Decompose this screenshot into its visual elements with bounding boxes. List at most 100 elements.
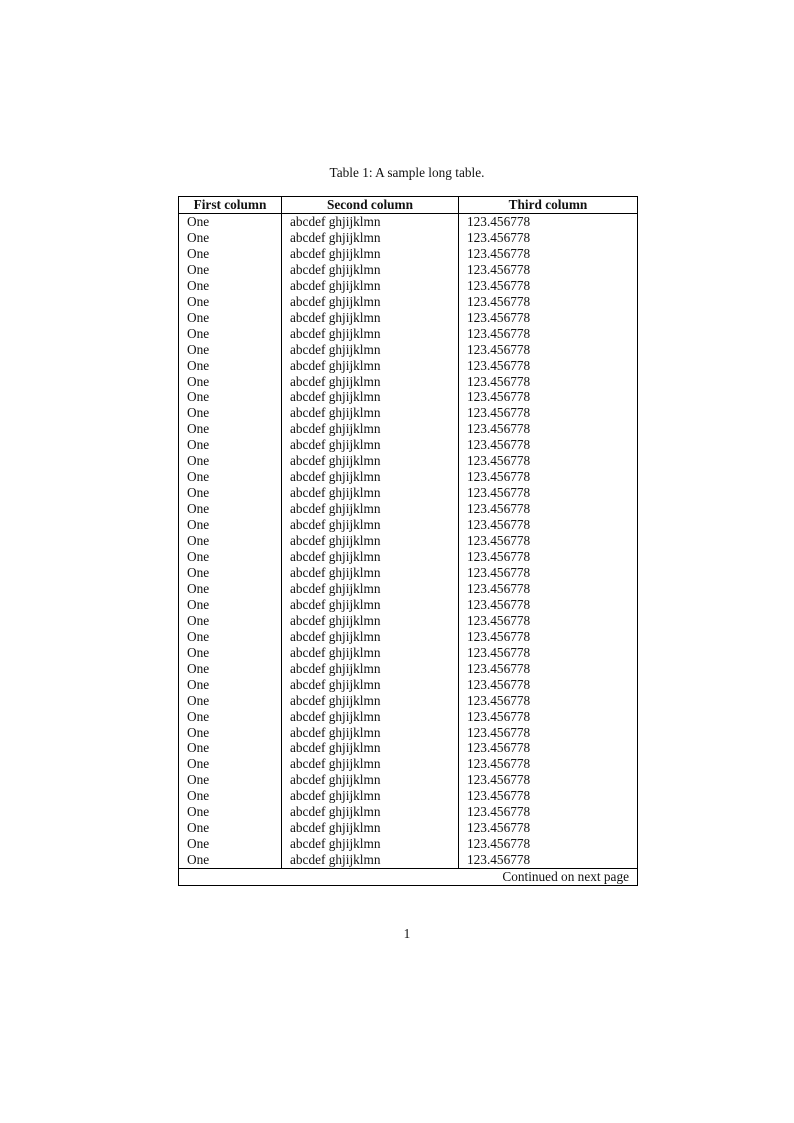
cell-second: abcdef ghjijklmn <box>281 309 459 326</box>
cell-third: 123.456778 <box>458 309 638 326</box>
cell-first: One <box>187 836 210 852</box>
cell-third: 123.456778 <box>458 676 638 693</box>
cell-second: abcdef ghjijklmn <box>281 245 459 262</box>
table-row: One abcdef ghjijklmn 123.456778 <box>179 836 638 853</box>
cell-second: abcdef ghjijklmn <box>281 517 459 534</box>
header-third-column: Third column <box>458 196 638 214</box>
cell-first: One <box>187 261 210 277</box>
cell-second: abcdef ghjijklmn <box>281 660 459 677</box>
cell-third: 123.456778 <box>458 549 638 565</box>
cell-third: 123.456778 <box>458 644 638 661</box>
cell-third: 123.456778 <box>458 660 638 677</box>
cell-third: 123.456778 <box>458 533 638 550</box>
cell-third: 123.456778 <box>458 772 638 789</box>
cell-first: One <box>187 421 210 437</box>
cell-third: 123.456778 <box>458 580 638 597</box>
table-row: One abcdef ghjijklmn 123.456778 <box>179 517 638 534</box>
cell-third: 123.456778 <box>458 421 638 438</box>
cell-second: abcdef ghjijklmn <box>281 373 459 390</box>
cell-second: abcdef ghjijklmn <box>281 469 459 486</box>
cell-first: One <box>187 485 210 501</box>
cell-second: abcdef ghjijklmn <box>281 405 459 422</box>
cell-second: abcdef ghjijklmn <box>281 628 459 645</box>
cell-first: One <box>187 214 210 229</box>
table-row: One abcdef ghjijklmn 123.456778 <box>179 357 638 374</box>
cell-third: 123.456778 <box>458 213 638 230</box>
table-row: One abcdef ghjijklmn 123.456778 <box>179 533 638 550</box>
cell-first: One <box>187 405 210 421</box>
cell-first: One <box>187 852 210 868</box>
cell-second: abcdef ghjijklmn <box>281 756 459 773</box>
table-row: One abcdef ghjijklmn 123.456778 <box>179 469 638 486</box>
cell-third: 123.456778 <box>458 517 638 534</box>
table-row: One abcdef ghjijklmn 123.456778 <box>179 373 638 390</box>
cell-second: abcdef ghjijklmn <box>281 357 459 374</box>
cell-third: 123.456778 <box>458 724 638 741</box>
cell-third: 123.456778 <box>458 261 638 278</box>
cell-first: One <box>187 469 210 485</box>
table-row: One abcdef ghjijklmn 123.456778 <box>179 676 638 693</box>
cell-third: 123.456778 <box>458 453 638 470</box>
cell-second: abcdef ghjijklmn <box>281 708 459 725</box>
cell-third: 123.456778 <box>458 437 638 454</box>
cell-third: 123.456778 <box>458 485 638 502</box>
cell-first: One <box>187 373 210 389</box>
cell-second: abcdef ghjijklmn <box>281 389 459 406</box>
cell-first: One <box>187 293 210 309</box>
cell-third: 123.456778 <box>458 373 638 390</box>
table-row: One abcdef ghjijklmn 123.456778 <box>179 405 638 422</box>
cell-first: One <box>187 708 210 724</box>
table-row: One abcdef ghjijklmn 123.456778 <box>179 389 638 406</box>
cell-second: abcdef ghjijklmn <box>281 229 459 246</box>
table-row: One abcdef ghjijklmn 123.456778 <box>179 596 638 613</box>
table-row: One abcdef ghjijklmn 123.456778 <box>179 628 638 645</box>
cell-second: abcdef ghjijklmn <box>281 277 459 294</box>
cell-first: One <box>187 357 210 373</box>
cell-first: One <box>187 596 210 612</box>
cell-second: abcdef ghjijklmn <box>281 261 459 278</box>
continued-row: Continued on next page <box>178 868 638 886</box>
table-row: One abcdef ghjijklmn 123.456778 <box>179 261 638 278</box>
cell-second: abcdef ghjijklmn <box>281 421 459 438</box>
cell-first: One <box>187 788 210 804</box>
cell-second: abcdef ghjijklmn <box>281 533 459 550</box>
cell-second: abcdef ghjijklmn <box>281 852 459 869</box>
table-row: One abcdef ghjijklmn 123.456778 <box>179 804 638 821</box>
cell-second: abcdef ghjijklmn <box>281 644 459 661</box>
table-row: One abcdef ghjijklmn 123.456778 <box>179 453 638 470</box>
cell-second: abcdef ghjijklmn <box>281 564 459 581</box>
cell-third: 123.456778 <box>458 628 638 645</box>
cell-second: abcdef ghjijklmn <box>281 740 459 757</box>
cell-third: 123.456778 <box>458 469 638 486</box>
page-number: 1 <box>403 926 411 941</box>
cell-first: One <box>187 437 210 453</box>
cell-second: abcdef ghjijklmn <box>281 676 459 693</box>
cell-first: One <box>187 245 210 261</box>
table-row: One abcdef ghjijklmn 123.456778 <box>179 852 638 869</box>
cell-first: One <box>187 612 210 628</box>
header-first-column: First column <box>178 196 282 214</box>
cell-third: 123.456778 <box>458 788 638 805</box>
cell-second: abcdef ghjijklmn <box>281 724 459 741</box>
table-row: One abcdef ghjijklmn 123.456778 <box>179 612 638 629</box>
cell-first: One <box>187 501 210 517</box>
cell-third: 123.456778 <box>458 820 638 837</box>
cell-first: One <box>187 325 210 341</box>
table-row: One abcdef ghjijklmn 123.456778 <box>179 820 638 837</box>
cell-second: abcdef ghjijklmn <box>281 341 459 358</box>
cell-third: 123.456778 <box>458 804 638 821</box>
cell-first: One <box>187 517 210 533</box>
table-row: One abcdef ghjijklmn 123.456778 <box>179 421 638 438</box>
table-row: One abcdef ghjijklmn 123.456778 <box>179 293 638 310</box>
cell-second: abcdef ghjijklmn <box>281 692 459 709</box>
table-row: One abcdef ghjijklmn 123.456778 <box>179 485 638 502</box>
cell-third: 123.456778 <box>458 293 638 310</box>
cell-second: abcdef ghjijklmn <box>281 453 459 470</box>
cell-first: One <box>187 740 210 756</box>
cell-second: abcdef ghjijklmn <box>281 804 459 821</box>
cell-second: abcdef ghjijklmn <box>281 549 459 565</box>
cell-first: One <box>187 628 210 644</box>
cell-second: abcdef ghjijklmn <box>281 293 459 310</box>
table-row: One abcdef ghjijklmn 123.456778 <box>179 708 638 725</box>
cell-second: abcdef ghjijklmn <box>281 612 459 629</box>
